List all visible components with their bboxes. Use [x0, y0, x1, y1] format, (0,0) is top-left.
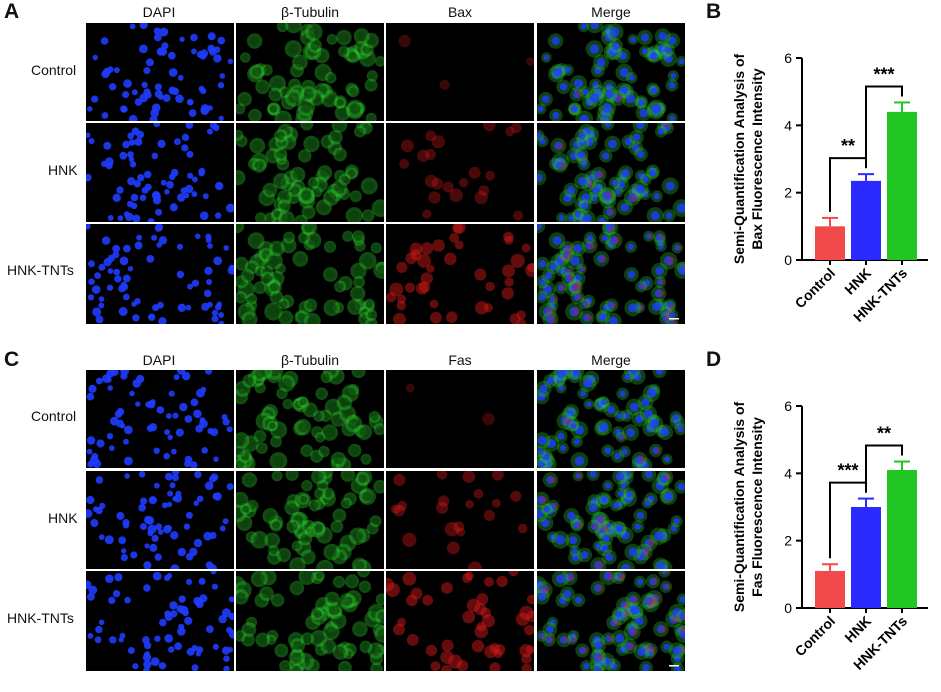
micrograph-c-marker-row3: [386, 571, 534, 671]
chart-b-y-axis-label-line2: Bax Fluorescence Intensity: [749, 68, 765, 250]
row-label-control-a: Control: [31, 62, 77, 78]
column-header-tubulin-a: β-Tubulin: [280, 4, 340, 20]
micrograph-a-tubulin-row3: [236, 224, 384, 324]
row-label-hnk-tnts-a: HNK-TNTs: [7, 262, 74, 278]
micrograph-a-dapi-row2: [86, 123, 234, 222]
chart-b-category-label: HNK: [841, 265, 874, 298]
micrograph-c-tubulin-row3: [236, 571, 384, 671]
chart-b-category-label: Control: [792, 265, 839, 312]
chart-d-significance-label: **: [877, 424, 891, 444]
micrograph-c-dapi-row3: [86, 571, 234, 671]
micrograph-c-merge-row2: [537, 471, 685, 569]
chart-b-significance-label: ***: [873, 64, 894, 84]
column-header-bax: Bax: [447, 4, 473, 20]
micrograph-a-tubulin-row1: [236, 23, 384, 121]
row-label-hnk-a: HNK: [48, 162, 78, 178]
micrograph-a-merge-row3: [537, 224, 685, 324]
column-header-fas: Fas: [448, 352, 472, 368]
chart-d-y-axis-label-line1: Semi-Quantification Analysis of: [731, 402, 747, 613]
chart-b-y-tick-label: 6: [784, 50, 792, 66]
micrograph-a-dapi-row3: [86, 224, 234, 324]
chart-d-category-label: Control: [792, 613, 839, 660]
bar-chart-fas: 0 2 4 6 Semi-Quantification Analysis of Fas F…: [731, 398, 928, 673]
chart-d-y-tick-label: 2: [784, 533, 792, 549]
column-header-merge-a: Merge: [591, 4, 631, 20]
panel-letter-b: B: [706, 0, 722, 23]
chart-b-y-tick-label: 2: [784, 185, 792, 201]
row-label-hnk-tnts-c: HNK-TNTs: [7, 610, 74, 626]
chart-d-y-tick-label: 4: [784, 465, 792, 481]
micrograph-c-tubulin-row2: [236, 471, 384, 569]
micrograph-a-merge-row2: [537, 123, 685, 222]
chart-b-significance-label: **: [841, 136, 855, 156]
micrograph-c-dapi-row2: [86, 471, 234, 569]
chart-d-y-axis-label-line2: Fas Fluorescence Intensity: [749, 417, 765, 597]
chart-d-y-tick-label: 6: [784, 398, 792, 414]
micrograph-c-merge-row3: [537, 571, 685, 671]
chart-b-bar-hnk: [851, 180, 881, 260]
micrograph-a-dapi-row1: [86, 23, 234, 121]
micrograph-c-tubulin-row1: [236, 370, 384, 468]
column-header-tubulin-c: β-Tubulin: [280, 352, 340, 368]
micrograph-c-dapi-row1: [86, 370, 234, 468]
micrograph-a-tubulin-row2: [236, 123, 384, 222]
chart-d-bar-control: [815, 570, 845, 608]
column-header-merge-c: Merge: [591, 352, 631, 368]
bar-chart-bax: 0 2 4 6 Semi-Quantification Analysis of Bax F…: [731, 50, 928, 325]
micrograph-c-marker-row2: [386, 471, 534, 569]
chart-b-bar-hnk-tnts: [887, 111, 917, 260]
chart-d-bar-hnk-tnts: [887, 469, 917, 608]
chart-d-significance-bracket: [865, 444, 903, 493]
panel-letter-a: A: [4, 0, 20, 23]
column-header-dapi-a: DAPI: [142, 4, 176, 20]
micrograph-a-merge-row1: [537, 23, 685, 121]
chart-d-significance-label: ***: [837, 461, 858, 481]
row-label-hnk-c: HNK: [48, 510, 78, 526]
chart-b-y-tick-label: 0: [784, 252, 792, 268]
row-label-control-c: Control: [31, 408, 77, 424]
micrograph-a-marker-row3: [386, 224, 534, 324]
chart-b-y-axis-label-line1: Semi-Quantification Analysis of: [731, 54, 747, 265]
chart-d-category-label: HNK: [841, 613, 874, 646]
chart-b-y-tick-label: 4: [784, 117, 792, 133]
chart-d-y-tick-label: 0: [784, 600, 792, 616]
chart-b-significance-bracket: [865, 85, 903, 169]
column-header-dapi-c: DAPI: [142, 352, 176, 368]
chart-d-bar-hnk: [851, 507, 881, 608]
micrograph-a-marker-row2: [386, 123, 534, 222]
micrograph-c-merge-row1: [537, 370, 685, 468]
chart-b-bar-control: [815, 226, 845, 260]
panel-letter-c: C: [4, 348, 20, 371]
micrograph-c-marker-row1: [386, 370, 534, 468]
panel-letter-d: D: [706, 348, 722, 371]
micrograph-a-marker-row1: [386, 23, 534, 121]
